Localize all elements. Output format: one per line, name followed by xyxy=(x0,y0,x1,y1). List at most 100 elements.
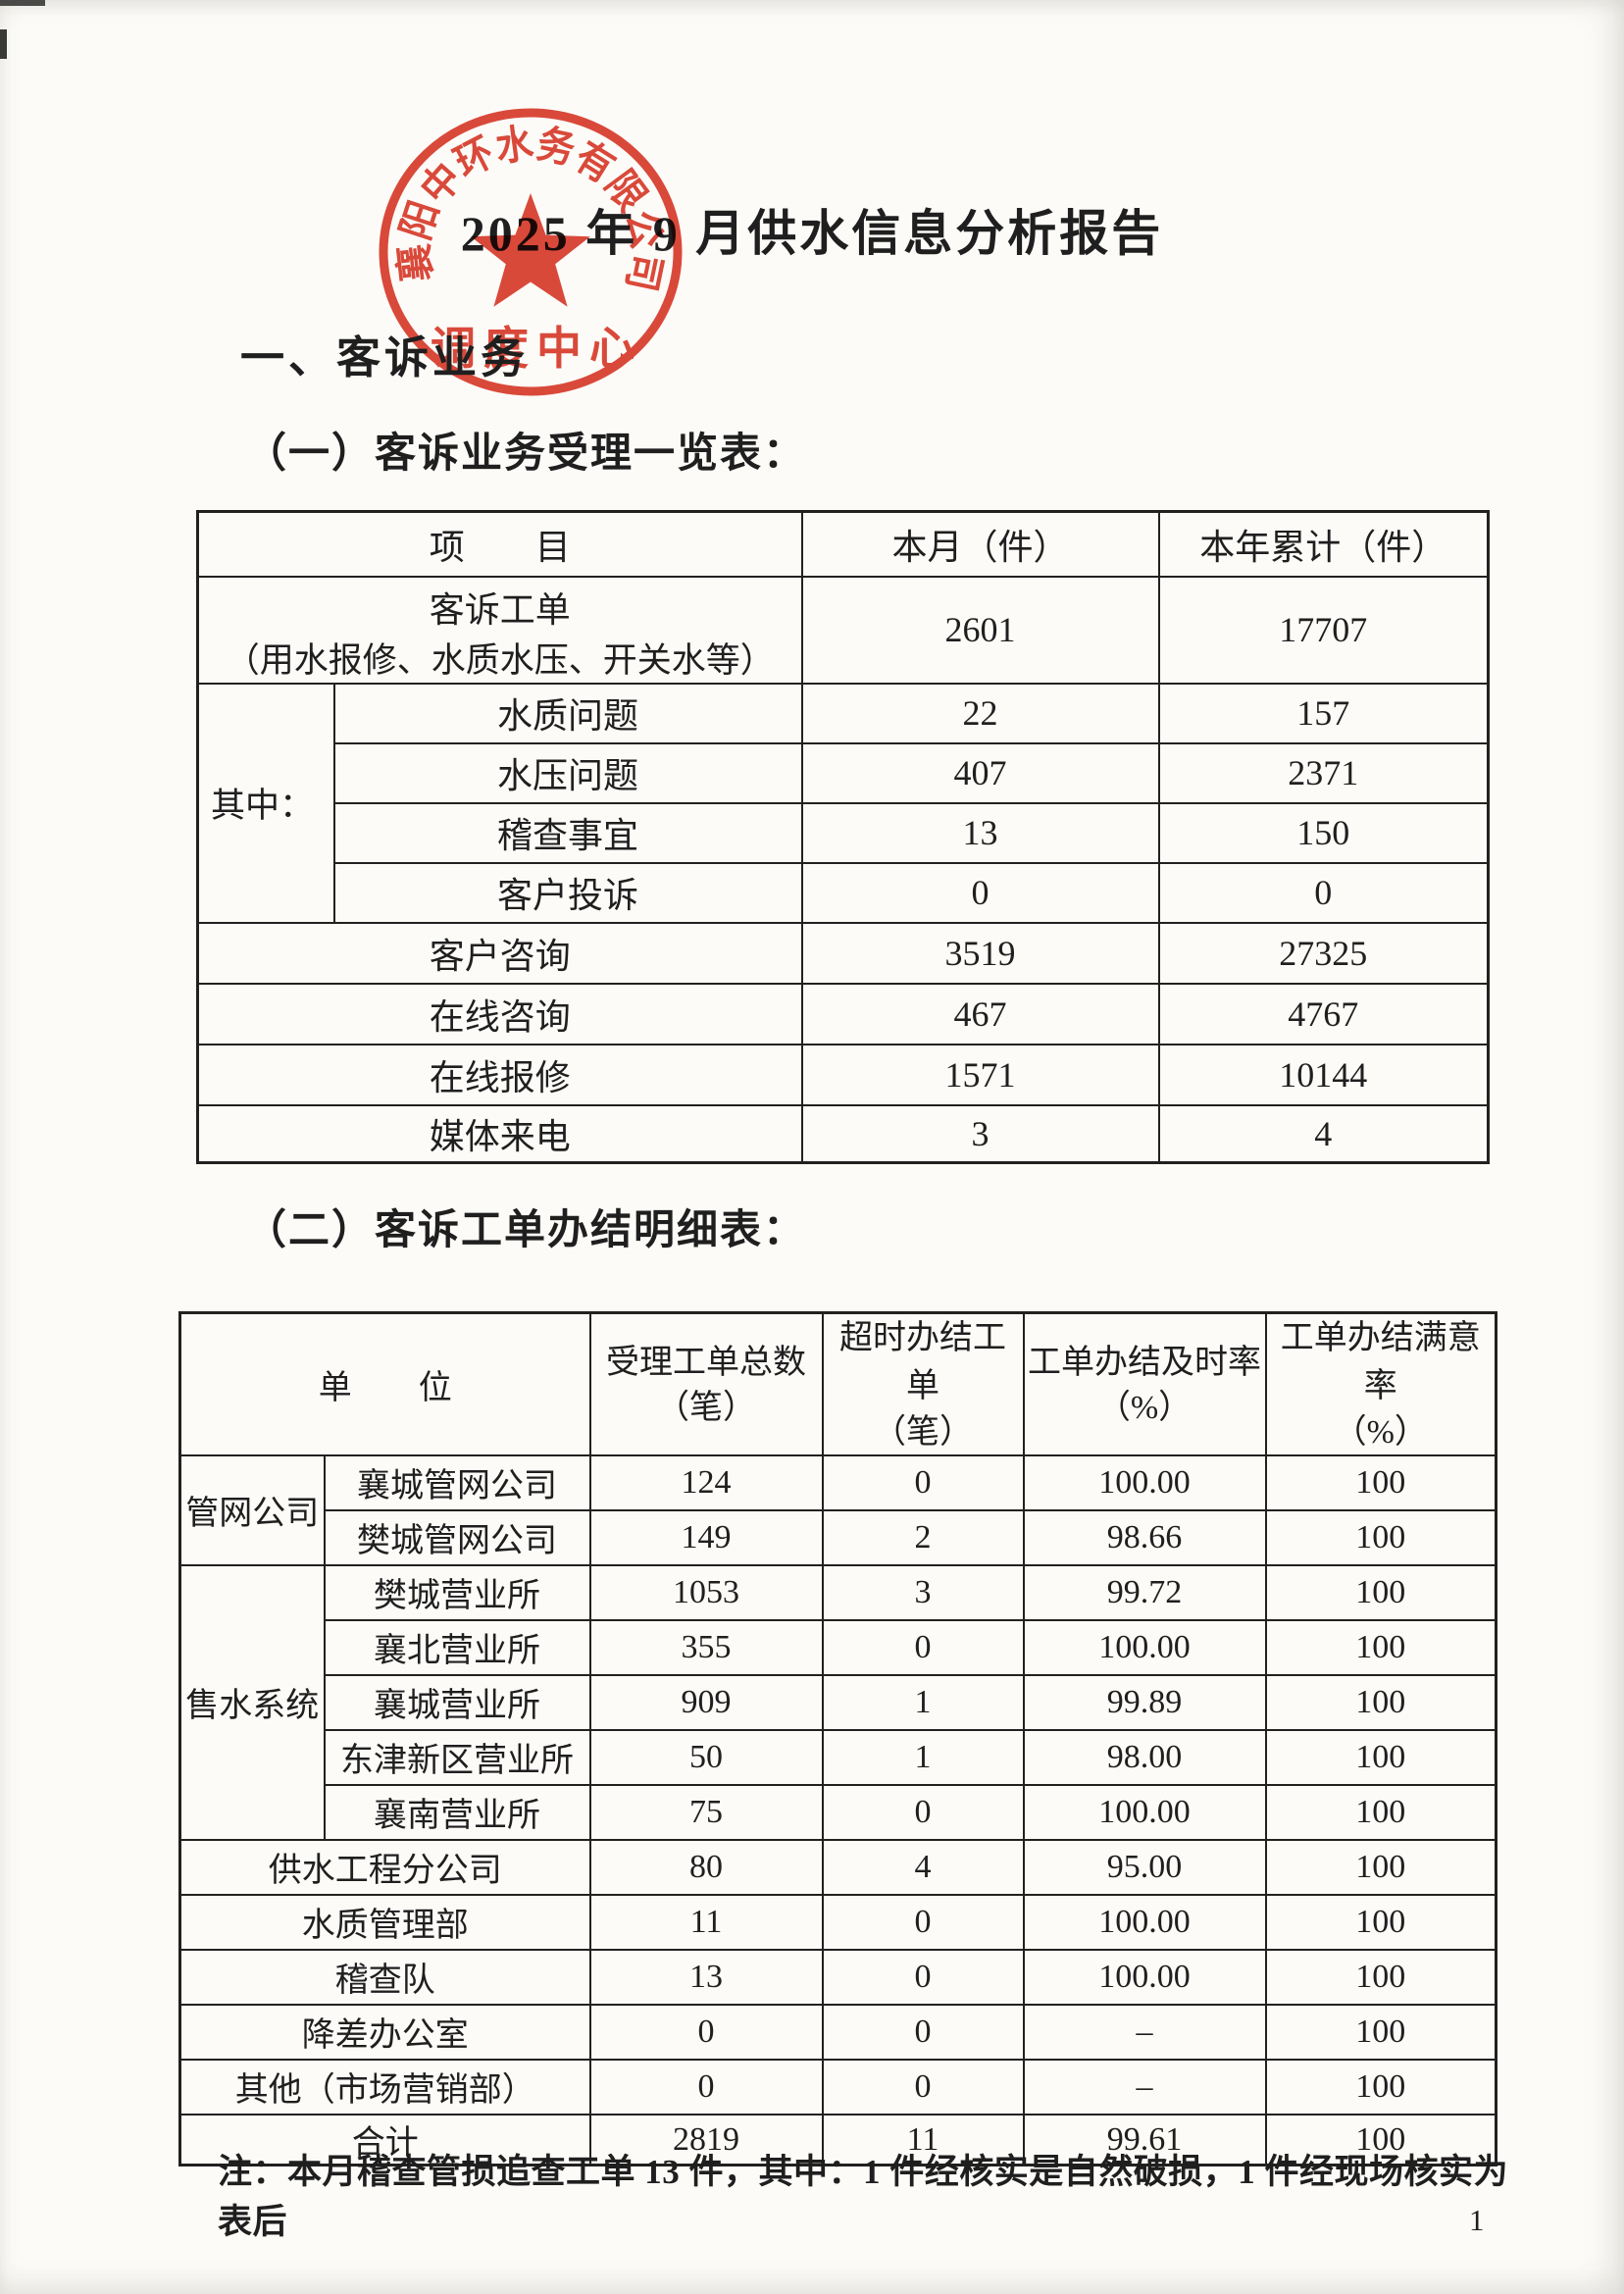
cell-month: 407 xyxy=(800,741,1160,804)
subsection-1-heading: （一）客诉业务受理一览表： xyxy=(245,432,807,477)
cell-year: 17707 xyxy=(1157,575,1490,685)
company-seal-stamp: 襄阳中环水务有限公司 调度中心 xyxy=(379,108,683,396)
group-label: 售水系统 xyxy=(178,1563,326,1841)
cell-overtime: 0 xyxy=(821,1948,1025,2006)
header-ontime-line2: （%） xyxy=(1096,1389,1193,1426)
cell-total: 124 xyxy=(588,1453,824,1511)
cell-overtime: 0 xyxy=(821,2058,1025,2116)
cell-overtime: 4 xyxy=(821,1838,1025,1896)
table-row: 其中： 水质问题 22 157 xyxy=(196,682,1490,924)
cell-unit: 樊城营业所 xyxy=(323,1563,591,1621)
cell-overtime: 2 xyxy=(821,1508,1025,1566)
cell-total: 13 xyxy=(588,1948,824,2006)
cell-label: 水质问题 xyxy=(332,682,803,744)
table-row: 襄城营业所 909 1 99.89 100 xyxy=(180,1673,1497,1731)
group-label: 管网公司 xyxy=(178,1453,326,1566)
cell-total: 2819 xyxy=(588,2113,824,2167)
cell-satisfaction: 100 xyxy=(1264,1838,1497,1896)
cell-satisfaction: 100 xyxy=(1264,1563,1497,1621)
header-total-line2: （笔） xyxy=(656,1389,756,1426)
cell-overtime: 0 xyxy=(821,1893,1025,1951)
cell-ontime: 100.00 xyxy=(1022,1618,1267,1676)
stamp-ring xyxy=(379,108,683,396)
cell-overtime: 0 xyxy=(821,1453,1025,1511)
table-row: 其他（市场营销部） 0 0 – 100 xyxy=(178,2058,1497,2116)
cell-label: 媒体来电 xyxy=(196,1103,803,1164)
workorder-label: 客诉工单 xyxy=(429,589,571,630)
header-satisfaction-line2: （%） xyxy=(1333,1413,1428,1451)
cell-unit: 水质管理部 xyxy=(178,1893,591,1951)
table-row: 水质管理部 11 0 100.00 100 xyxy=(178,1893,1497,1951)
cell-year: 10144 xyxy=(1157,1043,1490,1106)
scan-artifact xyxy=(0,0,45,6)
cell-satisfaction: 100 xyxy=(1264,1673,1497,1731)
table-row: 供水工程分公司 80 4 95.00 100 xyxy=(178,1838,1497,1896)
header-overtime-line1: 超时办结工单 xyxy=(839,1320,1006,1405)
page-title: 2025 年 9 月供水信息分析报告 xyxy=(460,206,1164,261)
cell-year: 4767 xyxy=(1157,982,1490,1045)
workorder-sublabel: （用水报修、水质水压、开关水等） xyxy=(225,640,775,680)
cell-satisfaction: 100 xyxy=(1264,1508,1497,1566)
cell-ontime: 98.00 xyxy=(1022,1728,1267,1786)
table-header-row: 项 目 本月（件） 本年累计（件） xyxy=(196,510,1490,578)
table-row: 襄北营业所 355 0 100.00 100 xyxy=(180,1618,1497,1676)
cell-total: 355 xyxy=(588,1618,824,1676)
cell-overtime: 0 xyxy=(821,1783,1025,1841)
cell-ontime: 95.00 xyxy=(1022,1838,1267,1896)
header-total-line1: 受理工单总数 xyxy=(606,1344,806,1381)
page-number: 1 xyxy=(1469,2203,1485,2237)
cell-overtime: 3 xyxy=(821,1563,1025,1621)
header-ontime-line1: 工单办结及时率 xyxy=(1028,1344,1261,1381)
table-row: 客户投诉 0 0 xyxy=(198,861,1490,924)
workorder-completion-table: 单 位 受理工单总数 （笔） 超时办结工单 （笔） 工单办结及时率 （%） 工单… xyxy=(178,1311,1497,2167)
cell-total: 1053 xyxy=(588,1563,824,1621)
star-icon xyxy=(471,193,590,307)
table-row: 樊城管网公司 149 2 98.66 100 xyxy=(180,1508,1497,1566)
cell-ontime: 100.00 xyxy=(1022,1893,1267,1951)
header-overtime-line2: （笔） xyxy=(873,1413,973,1451)
cell-overtime: 0 xyxy=(821,2003,1025,2061)
cell-ontime: 99.61 xyxy=(1022,2113,1267,2167)
cell-ontime: – xyxy=(1022,2003,1267,2061)
cell-year: 157 xyxy=(1157,682,1490,744)
cell-satisfaction: 100 xyxy=(1264,1728,1497,1786)
cell-month: 1571 xyxy=(800,1043,1160,1106)
cell-unit: 其他（市场营销部） xyxy=(178,2058,591,2116)
among-label: 其中： xyxy=(196,682,335,924)
cell-ontime: 100.00 xyxy=(1022,1783,1267,1841)
cell-total: 0 xyxy=(588,2003,824,2061)
table-row: 襄南营业所 75 0 100.00 100 xyxy=(180,1783,1497,1841)
table-row: 管网公司 襄城管网公司 124 0 100.00 100 xyxy=(178,1453,1497,1566)
header-year: 本年累计（件） xyxy=(1157,510,1490,578)
cell-ontime: 100.00 xyxy=(1022,1453,1267,1511)
cell-month: 3519 xyxy=(800,921,1160,985)
header-item: 项 目 xyxy=(196,510,803,578)
subsection-2-heading: （二）客诉工单办结明细表： xyxy=(245,1208,807,1253)
cell-label: 稽查事宜 xyxy=(332,801,803,864)
cell-unit: 樊城管网公司 xyxy=(323,1508,591,1566)
cell-label: 在线报修 xyxy=(196,1043,803,1106)
cell-month: 2601 xyxy=(800,575,1160,685)
cell-month: 0 xyxy=(800,861,1160,924)
cell-satisfaction: 100 xyxy=(1264,1893,1497,1951)
cell-overtime: 11 xyxy=(821,2113,1025,2167)
table-row: 稽查队 13 0 100.00 100 xyxy=(178,1948,1497,2006)
cell-unit: 襄城营业所 xyxy=(323,1673,591,1731)
cell-year: 4 xyxy=(1157,1103,1490,1164)
header-satisfaction-line1: 工单办结满意率 xyxy=(1280,1320,1481,1405)
cell-label: 客诉工单 （用水报修、水质水压、开关水等） xyxy=(196,575,803,685)
cell-unit: 襄南营业所 xyxy=(323,1783,591,1841)
cell-label: 客户咨询 xyxy=(196,921,803,985)
table-row-total: 合计 2819 11 99.61 100 xyxy=(178,2113,1497,2167)
cell-ontime: 99.72 xyxy=(1022,1563,1267,1621)
cell-satisfaction: 100 xyxy=(1264,1618,1497,1676)
cell-label: 客户投诉 xyxy=(332,861,803,924)
cell-satisfaction: 100 xyxy=(1264,1948,1497,2006)
table-row: 售水系统 樊城营业所 1053 3 99.72 100 xyxy=(178,1563,1497,1841)
cell-total: 0 xyxy=(588,2058,824,2116)
cell-unit: 合计 xyxy=(178,2113,591,2167)
cell-total: 75 xyxy=(588,1783,824,1841)
cell-label: 水压问题 xyxy=(332,741,803,804)
scan-artifact xyxy=(0,29,7,59)
